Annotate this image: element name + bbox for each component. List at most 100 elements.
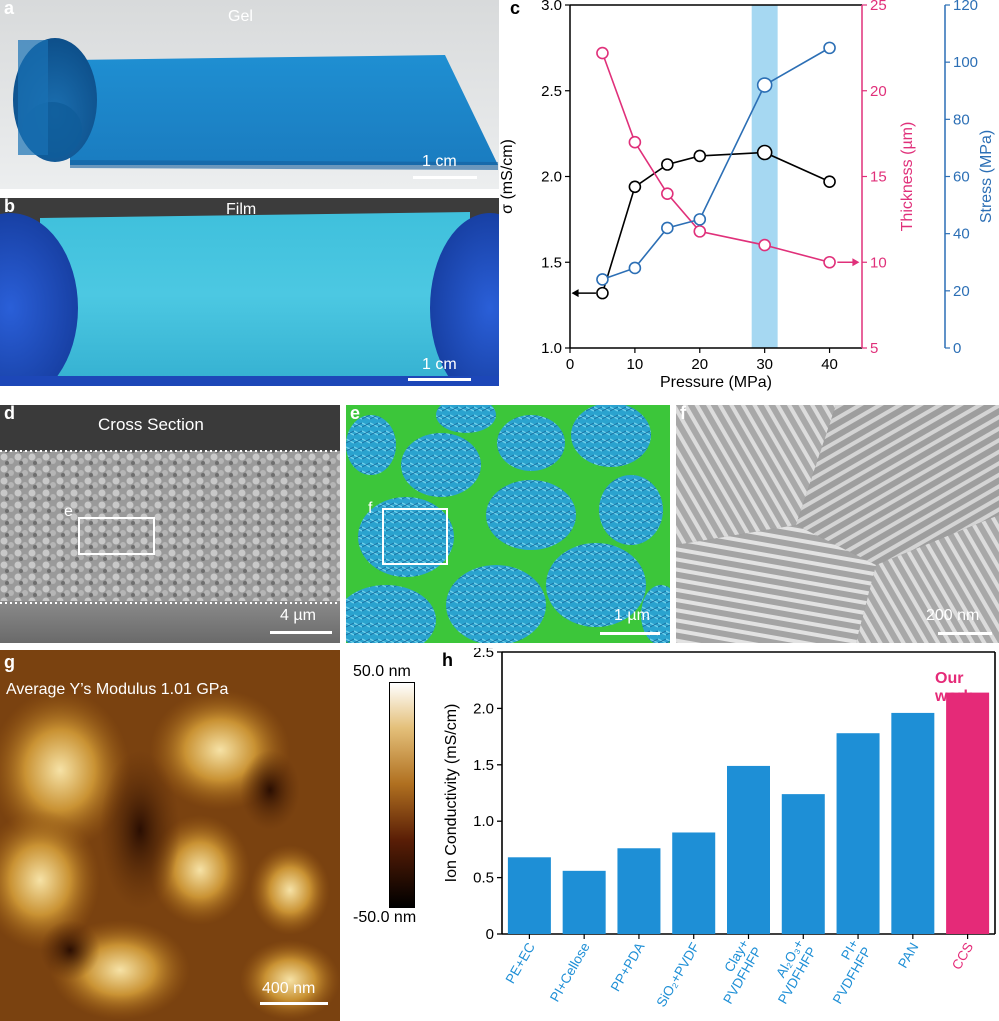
series-point-right1: [628, 135, 642, 149]
series-point-right2: [823, 41, 836, 55]
panel-f-letter: f: [680, 405, 686, 423]
bar: [946, 692, 990, 934]
bar: [562, 870, 606, 934]
colorbar-max-label: 50.0 nm: [353, 663, 411, 680]
series-point-right1: [758, 238, 771, 252]
x-tick-label: SiO₂+PVDF: [654, 940, 703, 1010]
panel-d-scale-label: 4 µm: [280, 607, 316, 624]
right2-axis-title: Stress (MPa): [978, 130, 995, 223]
film-photo-image: [0, 198, 499, 386]
bar: [727, 765, 770, 934]
panel-a-letter: a: [4, 0, 15, 18]
panel-g-letter: g: [4, 652, 15, 672]
panel-d-letter: d: [4, 405, 15, 423]
x-tick-label: Clay+PVDFHFP: [707, 937, 764, 1007]
bar: [836, 733, 880, 934]
panel-e-sem-colored: e f 1 µm: [346, 405, 670, 643]
series-point-left: [628, 180, 642, 194]
panel-a-gel-photo: a Gel 1 cm: [0, 0, 499, 189]
x-tick-label-line: PP+PDA: [608, 940, 648, 994]
panel-f-sem-detail: f 200 nm: [676, 405, 999, 643]
x-tick-label: Al₂O₃+PVDFHFP: [762, 937, 819, 1007]
y-axis-title: Ion Conductivity (mS/cm): [443, 704, 460, 883]
x-tick-label: PI+Cellose: [547, 940, 593, 1004]
panel-e-scale-bar: [600, 632, 660, 635]
right1-tick-label: 20: [870, 83, 887, 100]
x-tick-label: 40: [821, 356, 838, 373]
x-tick-label: 0: [566, 356, 574, 373]
x-tick-label: PAN: [895, 940, 921, 971]
panel-d-box-label: e: [64, 503, 73, 520]
series-point-right2: [596, 273, 609, 286]
panel-b-scale-label: 1 cm: [422, 356, 457, 373]
x-tick-label: 10: [627, 356, 644, 373]
left-tick-label: 3.0: [541, 0, 562, 14]
series-line-right1: [601, 52, 830, 264]
panel-h-letter: h: [442, 650, 453, 670]
panel-g-scale-label: 400 nm: [262, 980, 316, 997]
gel-photo-image: [0, 0, 499, 189]
pressure-chart-svg: 0 10 20 30 40 Pressure (MPa) 1.0 1.5 2.0 2.5 3.0 σ …: [500, 0, 995, 391]
series-point-right1: [823, 255, 836, 269]
afm-map-image: [0, 650, 340, 1021]
x-tick-label: 20: [691, 356, 708, 373]
panel-c-letter: c: [510, 0, 521, 18]
left-tick-label: 2.0: [541, 169, 562, 186]
x-tick-label: PE+EC: [503, 940, 538, 986]
right2-tick-label: 40: [953, 226, 970, 243]
series-point-right1: [661, 187, 674, 200]
series-point-right1: [596, 46, 609, 60]
x-tick-label: PP+PDA: [608, 940, 648, 994]
y-tick-label: 0: [486, 926, 494, 943]
right2-tick-label: 20: [953, 283, 970, 300]
panel-g-afm-map: g Average Y’s Modulus 1.01 GPa 400 nm: [0, 650, 340, 1021]
panel-h-chart: 0 0.5 1.0 1.5 2.0 2.5 Ion Conductivity (mS/cm)…: [420, 648, 999, 1021]
series-point-left: [756, 144, 773, 161]
left-tick-label: 1.0: [541, 340, 562, 357]
x-axis-title: Pressure (MPa): [660, 374, 772, 391]
right2-tick-label: 120: [953, 0, 978, 14]
series-point-left: [823, 175, 836, 188]
series-point-right2: [628, 261, 642, 275]
right2-tick-label: 60: [953, 169, 970, 186]
highlight-band: [751, 5, 778, 348]
left-axis-title: σ (mS/cm): [500, 139, 516, 214]
x-tick-label-line: PI+Cellose: [547, 940, 593, 1004]
series-line-left: [601, 151, 830, 294]
conductivity-bar-chart-svg: 0 0.5 1.0 1.5 2.0 2.5 Ion Conductivity (mS/cm)…: [443, 648, 996, 1010]
right1-tick-label: 15: [870, 169, 887, 186]
series-point-right1: [693, 225, 707, 238]
bar: [507, 857, 551, 934]
right2-tick-label: 80: [953, 111, 970, 128]
series-point-left: [596, 286, 609, 300]
right1-axis-title: Thickness (µm): [899, 122, 916, 232]
y-tick-label: 2.5: [473, 648, 494, 661]
series-point-right2: [756, 77, 773, 93]
series-point-right2: [693, 213, 707, 226]
x-tick-label: PI+PVDFHFP: [817, 937, 874, 1007]
y-tick-label: 0.5: [473, 870, 494, 887]
panel-e-box-label: f: [368, 500, 373, 517]
series-point-left: [661, 158, 674, 171]
x-tick-label-line: PAN: [895, 940, 921, 971]
left-tick-label: 1.5: [541, 254, 562, 271]
panel-f-scale-bar: [938, 632, 992, 635]
y-tick-label: 1.0: [473, 813, 494, 830]
x-tick-label-line: SiO₂+PVDF: [654, 940, 703, 1010]
panel-g-scale-bar: [260, 1002, 328, 1005]
bar: [672, 832, 716, 934]
panel-b-film-photo: b Film 1 cm: [0, 198, 499, 386]
panel-e-scale-label: 1 µm: [614, 607, 650, 624]
right1-tick-label: 25: [870, 0, 887, 14]
left-tick-label: 2.5: [541, 83, 562, 100]
y-tick-label: 2.0: [473, 700, 494, 717]
right2-tick-label: 100: [953, 54, 978, 71]
panel-a-scale-label: 1 cm: [422, 153, 457, 170]
arrow-left-head: [571, 289, 579, 298]
our-work-annotation: Our work: [935, 670, 973, 705]
afm-colorbar: [389, 682, 415, 908]
panel-a-title: Gel: [228, 8, 253, 25]
series-point-right2: [661, 221, 674, 235]
zoom-box-e: [78, 517, 155, 555]
panel-d-title: Cross Section: [98, 415, 204, 434]
